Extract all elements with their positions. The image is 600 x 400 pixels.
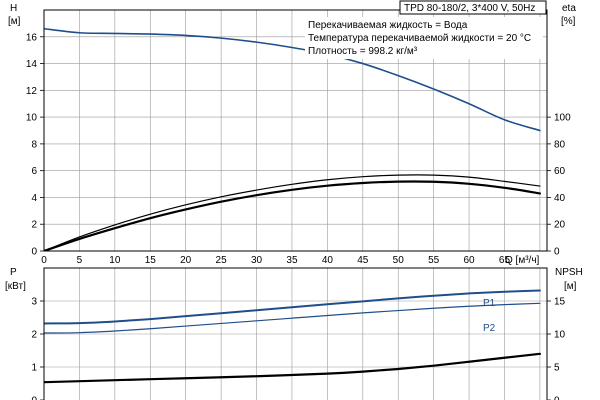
power-p2-curve xyxy=(44,302,541,334)
efficiency-curve-total xyxy=(44,180,542,251)
x-tick-label: 0 xyxy=(41,255,47,266)
x-tick-label: 45 xyxy=(357,255,369,266)
x-tick-label: 60 xyxy=(464,255,476,266)
top-left-y-tick-label: 6 xyxy=(31,166,37,177)
top-left-y-tick-label: 4 xyxy=(31,193,37,204)
top-left-y-tick-label: 14 xyxy=(26,59,38,70)
top-left-y-tick-label: 16 xyxy=(26,32,38,43)
title-box xyxy=(399,0,547,15)
info-line-liquid: Перекачиваемая жидкость = Вода xyxy=(308,20,468,31)
top-right-y-tick-label: 80 xyxy=(554,139,566,150)
info-line-temperature: Температура перекачиваемой жидкости = 20… xyxy=(308,33,531,44)
x-tick-label: 35 xyxy=(286,255,298,266)
x-tick-label: 20 xyxy=(180,255,192,266)
bottom-panel-frame xyxy=(43,267,548,400)
top-right-y-tick-label: 0 xyxy=(554,247,560,258)
x-tick-label: 25 xyxy=(216,255,228,266)
bottom-right-axis-title: NPSH xyxy=(555,267,583,278)
top-right-y-tick-label: 100 xyxy=(554,113,571,124)
x-tick-label: 10 xyxy=(109,255,121,266)
x-tick-label: 65 xyxy=(499,255,511,266)
bottom-right-y-tick-label: 10 xyxy=(554,330,566,341)
x-tick-label: 5 xyxy=(77,255,83,266)
bottom-right-y-tick-label: 15 xyxy=(554,297,566,308)
x-tick-label: 15 xyxy=(145,255,157,266)
bottom-right-axis-unit: [м] xyxy=(564,281,577,292)
x-tick-label: 30 xyxy=(251,255,263,266)
bottom-left-y-tick-label: 1 xyxy=(31,363,37,374)
x-tick-label: 50 xyxy=(393,255,405,266)
bottom-right-y-tick-label: 5 xyxy=(554,363,560,374)
power-p1-curve xyxy=(44,289,541,325)
top-right-y-tick-label: 60 xyxy=(554,166,566,177)
x-axis-title: Q [м³/ч] xyxy=(505,255,540,266)
bottom-right-y-tick-label: 0 xyxy=(554,396,560,400)
top-panel-frame xyxy=(43,9,548,252)
top-left-y-tick-label: 0 xyxy=(31,247,37,258)
top-right-axis-title: eta xyxy=(562,3,576,14)
info-box-background xyxy=(305,17,543,59)
bottom-left-y-tick-label: 2 xyxy=(31,330,37,341)
x-tick-label: 55 xyxy=(428,255,440,266)
top-left-y-tick-label: 8 xyxy=(31,139,37,150)
bottom-left-axis-title: P xyxy=(10,267,17,278)
top-left-y-tick-label: 12 xyxy=(26,86,38,97)
bottom-left-axis-unit: [кВт] xyxy=(5,281,26,292)
top-left-axis-unit: [м] xyxy=(8,16,21,27)
series-label-p2: P2 xyxy=(483,323,496,334)
top-right-y-tick-label: 40 xyxy=(554,193,566,204)
info-line-density: Плотность = 998.2 кг/м³ xyxy=(308,46,418,57)
top-right-axis-unit: [%] xyxy=(561,16,576,27)
bottom-left-y-tick-label: 3 xyxy=(31,297,37,308)
top-left-y-tick-label: 2 xyxy=(31,220,37,231)
efficiency-curve-pump xyxy=(44,174,541,251)
top-left-y-tick-label: 10 xyxy=(26,113,38,124)
x-tick-label: 40 xyxy=(322,255,334,266)
head-curve xyxy=(44,27,541,132)
npsh-curve xyxy=(44,352,542,384)
chart-title: TPD 80-180/2, 3*400 V, 50Hz xyxy=(404,3,535,14)
top-left-axis-title: H xyxy=(10,3,17,14)
series-label-p1: P1 xyxy=(483,298,496,309)
top-right-y-tick-label: 20 xyxy=(554,220,566,231)
bottom-left-y-tick-label: 0 xyxy=(31,396,37,400)
